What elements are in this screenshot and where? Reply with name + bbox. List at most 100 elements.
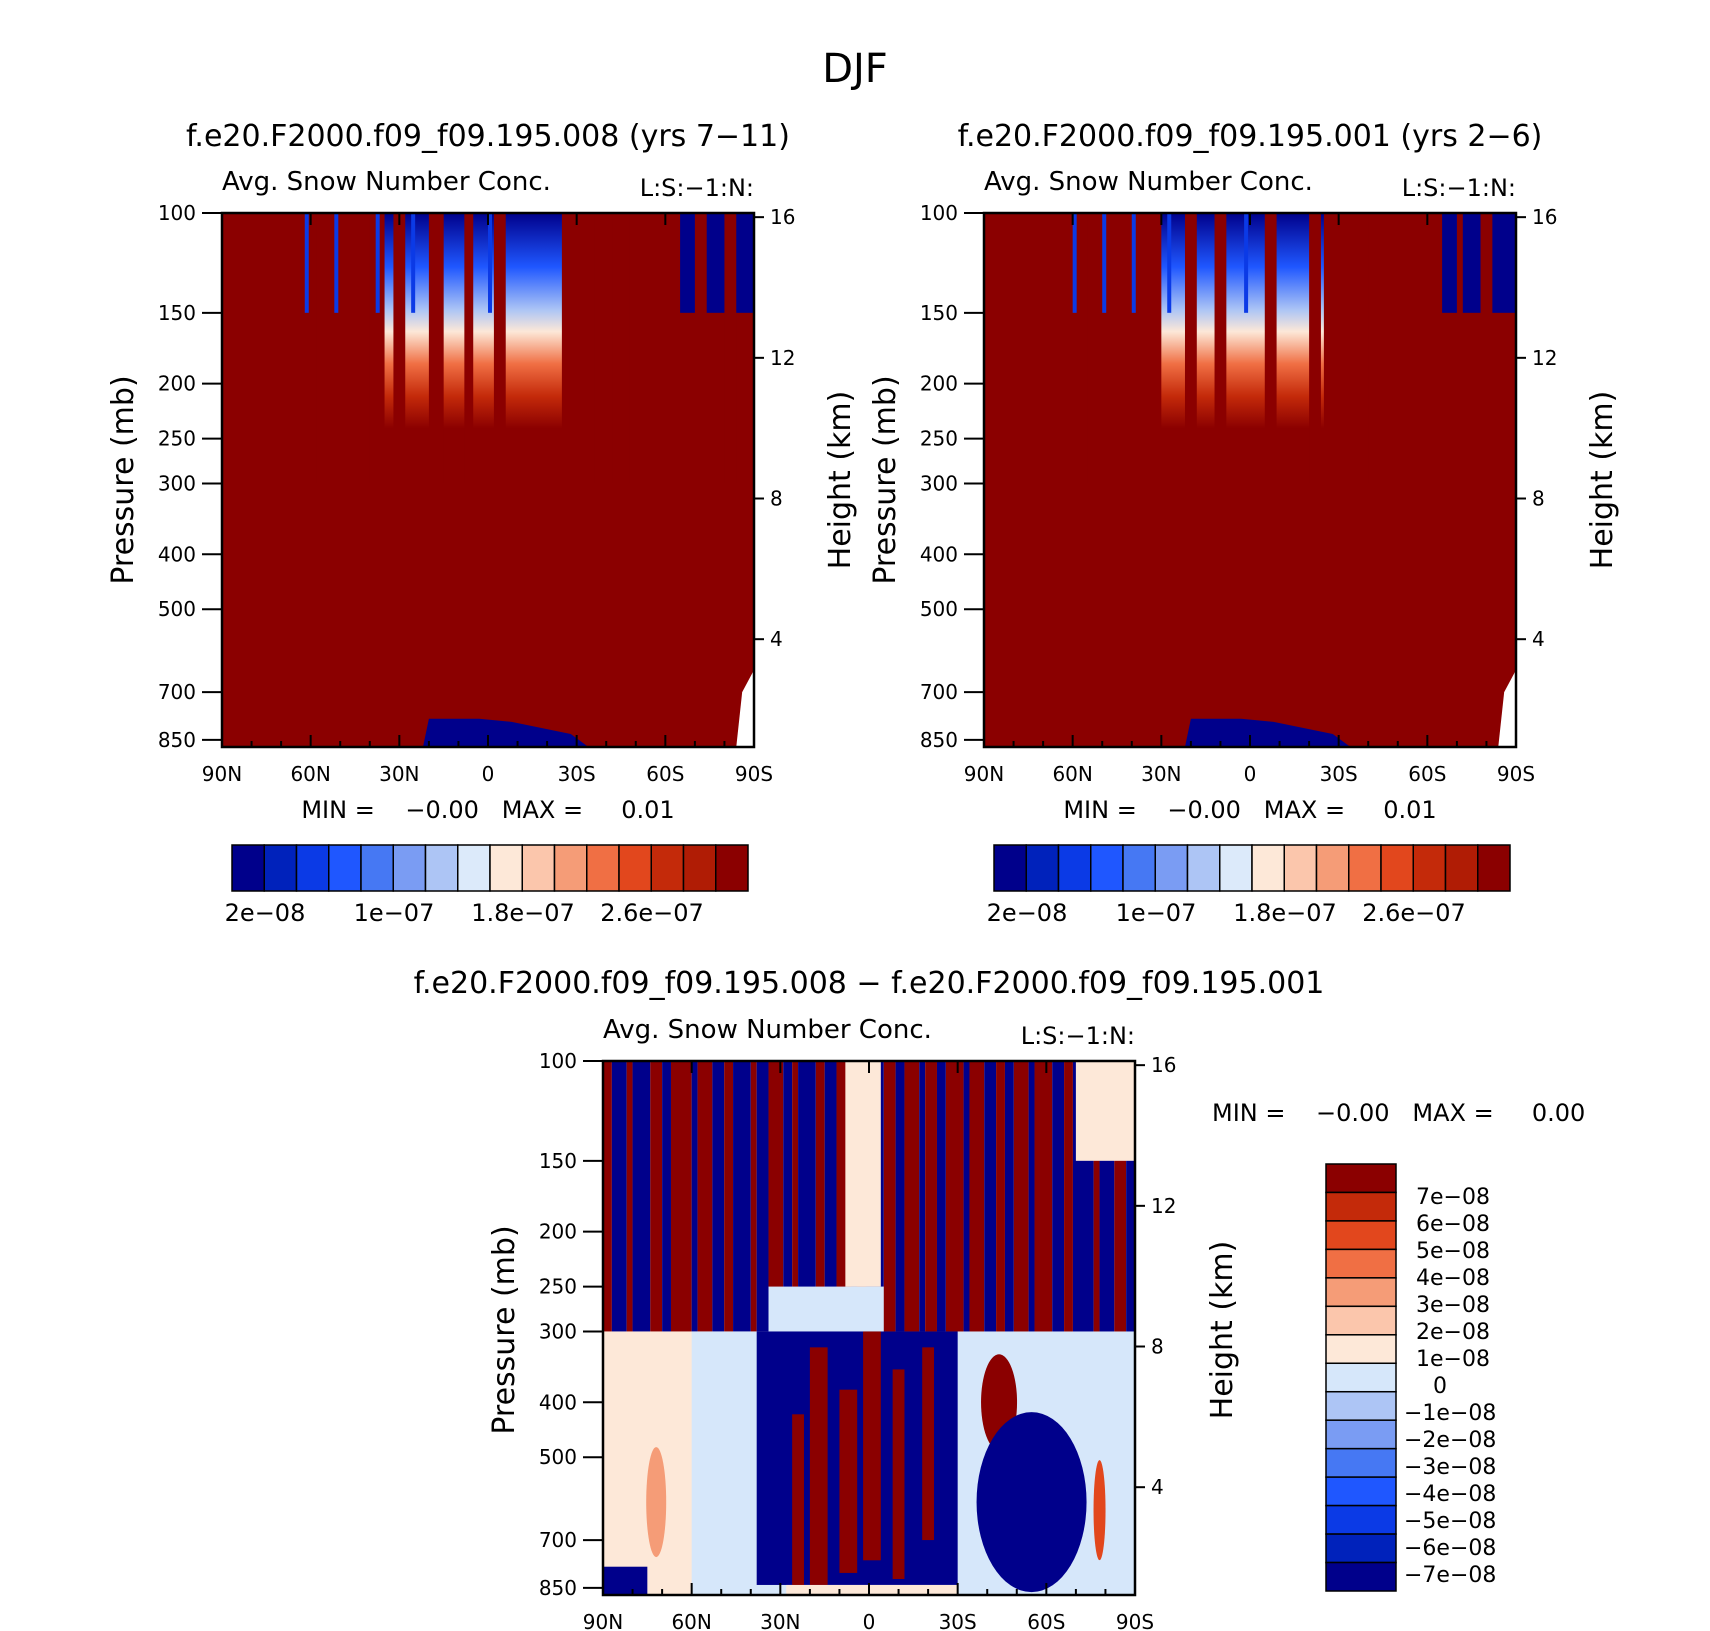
panel-3-x-tick-label: 30N: [760, 1610, 800, 1631]
panel-2-y-tick-label: 200: [920, 372, 958, 396]
panel-3-red-column: [839, 1389, 858, 1573]
panel-2-colorbar-swatch: [1090, 844, 1124, 892]
panel-1-colorbar-swatch: [360, 844, 394, 892]
panel-1-colorbar-swatch: [457, 844, 491, 892]
panel-1-colorbar-swatch: [295, 844, 330, 892]
panel-3-upper-streak: [691, 1061, 698, 1332]
panel-2-surface-blue-patch: [1184, 718, 1351, 747]
figure-title: DJF: [822, 46, 888, 92]
panel-3-upper-streak: [792, 1061, 799, 1287]
panel-1-x-tick-label: 60S: [646, 762, 684, 786]
panel-2-colorbar-label: 1e−07: [1116, 899, 1197, 927]
panel-3-x-tick-label: 60S: [1027, 1610, 1065, 1631]
panel-3-colorbar-labels: 7e−08 6e−08 5e−08 4e−08 3e−08 2e−08 1e−0…: [1404, 1185, 1496, 1588]
panel-2-colorbar-swatch: [1283, 844, 1318, 892]
panel-3-colorbar-label: −2e−08: [1404, 1428, 1496, 1453]
panel-1-y2-axis-label: Height (km): [823, 391, 858, 570]
panel-3-upper-streak: [603, 1061, 612, 1332]
panel-3-north-surface-blue: [603, 1566, 648, 1595]
panel-3-y-tick-label: 500: [539, 1445, 577, 1469]
panel-2-colorbar-labels: 2e−08 1e−07 1.8e−07 2.6e−07: [987, 899, 1466, 927]
panel-2-colorbar-swatch: [993, 844, 1027, 892]
panel-1-field-plot: [222, 213, 754, 747]
panel-1-y-tick-label: 700: [158, 680, 196, 704]
panel-2-red-streak: [1184, 213, 1197, 484]
panel-3: f.e20.F2000.f09_f09.195.008 − f.e20.F200…: [414, 966, 1586, 1631]
panel-3-upper-streak: [662, 1061, 671, 1332]
panel-2-colorbar-swatch: [1412, 844, 1447, 892]
panel-3-south-red-lens: [1093, 1460, 1106, 1561]
panel-3-colorbar-label: −1e−08: [1404, 1401, 1496, 1426]
panel-3-colorbar-label: −7e−08: [1404, 1563, 1496, 1588]
panel-1-minmax: MIN = −0.00 MAX = 0.01: [301, 796, 674, 824]
panel-1-y-tick-label: 200: [158, 372, 196, 396]
panel-1-colorbar-label: 2.6e−07: [600, 899, 704, 927]
panel-1-blue-sliver: [304, 213, 309, 313]
panel-3-colorbar-label: 4e−08: [1416, 1266, 1490, 1291]
panel-3-upper-streak: [824, 1061, 837, 1287]
panel-3-upper-streak: [756, 1061, 769, 1332]
panel-2-title: f.e20.F2000.f09_f09.195.001 (yrs 2−6): [958, 119, 1543, 154]
panel-1-red-streak: [464, 213, 474, 484]
panel-3-upper-streak: [1013, 1061, 1029, 1332]
panel-3-y-tick-label: 400: [539, 1390, 577, 1414]
panel-2-x-tick-label: 0: [1244, 762, 1257, 786]
panel-3-colorbar-swatch: [1325, 1220, 1397, 1251]
panel-2-red-streak: [1368, 213, 1386, 484]
panel-2-upper-gradient: [1146, 213, 1324, 429]
panel-3-upper-streak: [815, 1061, 825, 1287]
panel-2-y2-tick-label: 12: [1532, 346, 1557, 370]
panel-1-y-tick-label: 850: [158, 728, 196, 752]
panel-3-colorbar-swatch: [1325, 1334, 1397, 1365]
panel-3-upper-streak: [925, 1061, 937, 1332]
panel-1-x-tick-label: 30S: [558, 762, 596, 786]
panel-2-x-tick-label: 30S: [1320, 762, 1358, 786]
panel-1-colorbar-swatch: [618, 844, 652, 892]
panel-1-colorbar-swatch: [553, 844, 588, 892]
panel-2-y2-tick-label: 4: [1532, 627, 1545, 651]
panel-3-colorbar-swatch: [1325, 1533, 1397, 1564]
panel-2-y-tick-label: 500: [920, 597, 958, 621]
panel-1-colorbar-swatch: [231, 844, 265, 892]
panel-1-y-tick-label: 500: [158, 597, 196, 621]
panel-3-upper-streak: [670, 1061, 692, 1332]
panel-2-y-tick-label: 100: [920, 201, 958, 225]
panel-2-colorbar-swatch: [1122, 844, 1156, 892]
panel-1-y-axis-label: Pressure (mb): [106, 375, 141, 584]
panel-1-blue-sliver: [488, 213, 492, 313]
panel-3-colorbar-label: 5e−08: [1416, 1239, 1490, 1264]
panel-3-colorbar-label: −6e−08: [1404, 1536, 1496, 1561]
panel-3-surface-light: [786, 1584, 958, 1595]
panel-2-colorbar-swatch: [1251, 844, 1285, 892]
panel-1-colorbar-swatch: [424, 844, 459, 892]
panel-1-x-tick-label: 30N: [379, 762, 419, 786]
panel-1-y-tick-label: 150: [158, 301, 196, 325]
panel-3-upper-streak: [1114, 1061, 1127, 1332]
panel-3-colorbar-label: −3e−08: [1404, 1455, 1496, 1480]
panel-3-upper-streak: [883, 1061, 896, 1332]
panel-1-red-streak: [612, 213, 630, 484]
panel-1-y2-tick-label: 4: [770, 627, 783, 651]
panel-3-x-tick-label: 0: [863, 1610, 876, 1631]
panel-1-blue-sliver: [375, 213, 380, 313]
panel-2-blue-sliver: [1102, 213, 1107, 313]
panel-1-colorbar-swatch: [263, 844, 298, 892]
panel-2-x-tick-label: 90S: [1497, 762, 1535, 786]
panel-3-colorbar-label: −4e−08: [1404, 1482, 1496, 1507]
panel-3-upper-streak: [1064, 1061, 1073, 1332]
panel-3-x-tick-label: 30S: [939, 1610, 977, 1631]
panel-1-colorbar-swatch: [586, 844, 620, 892]
panel-2-colorbar-label: 1.8e−07: [1233, 899, 1337, 927]
panel-2-x-tick-label: 60S: [1408, 762, 1446, 786]
panel-3-upper-streak: [697, 1061, 713, 1332]
panel-3-y-tick-label: 250: [539, 1275, 577, 1299]
panel-3-red-column: [863, 1331, 881, 1561]
panel-2-colorbar-swatch: [1154, 844, 1189, 892]
panel-3-red-column: [809, 1347, 828, 1585]
panel-3-colorbar-swatch: [1325, 1447, 1397, 1478]
panel-3-y-tick-label: 100: [539, 1049, 577, 1073]
panel-3-upper-streak: [984, 1061, 997, 1332]
panel-3-y2-axis-label: Height (km): [1205, 1241, 1240, 1420]
panel-3-colorbar-swatch: [1325, 1248, 1397, 1279]
